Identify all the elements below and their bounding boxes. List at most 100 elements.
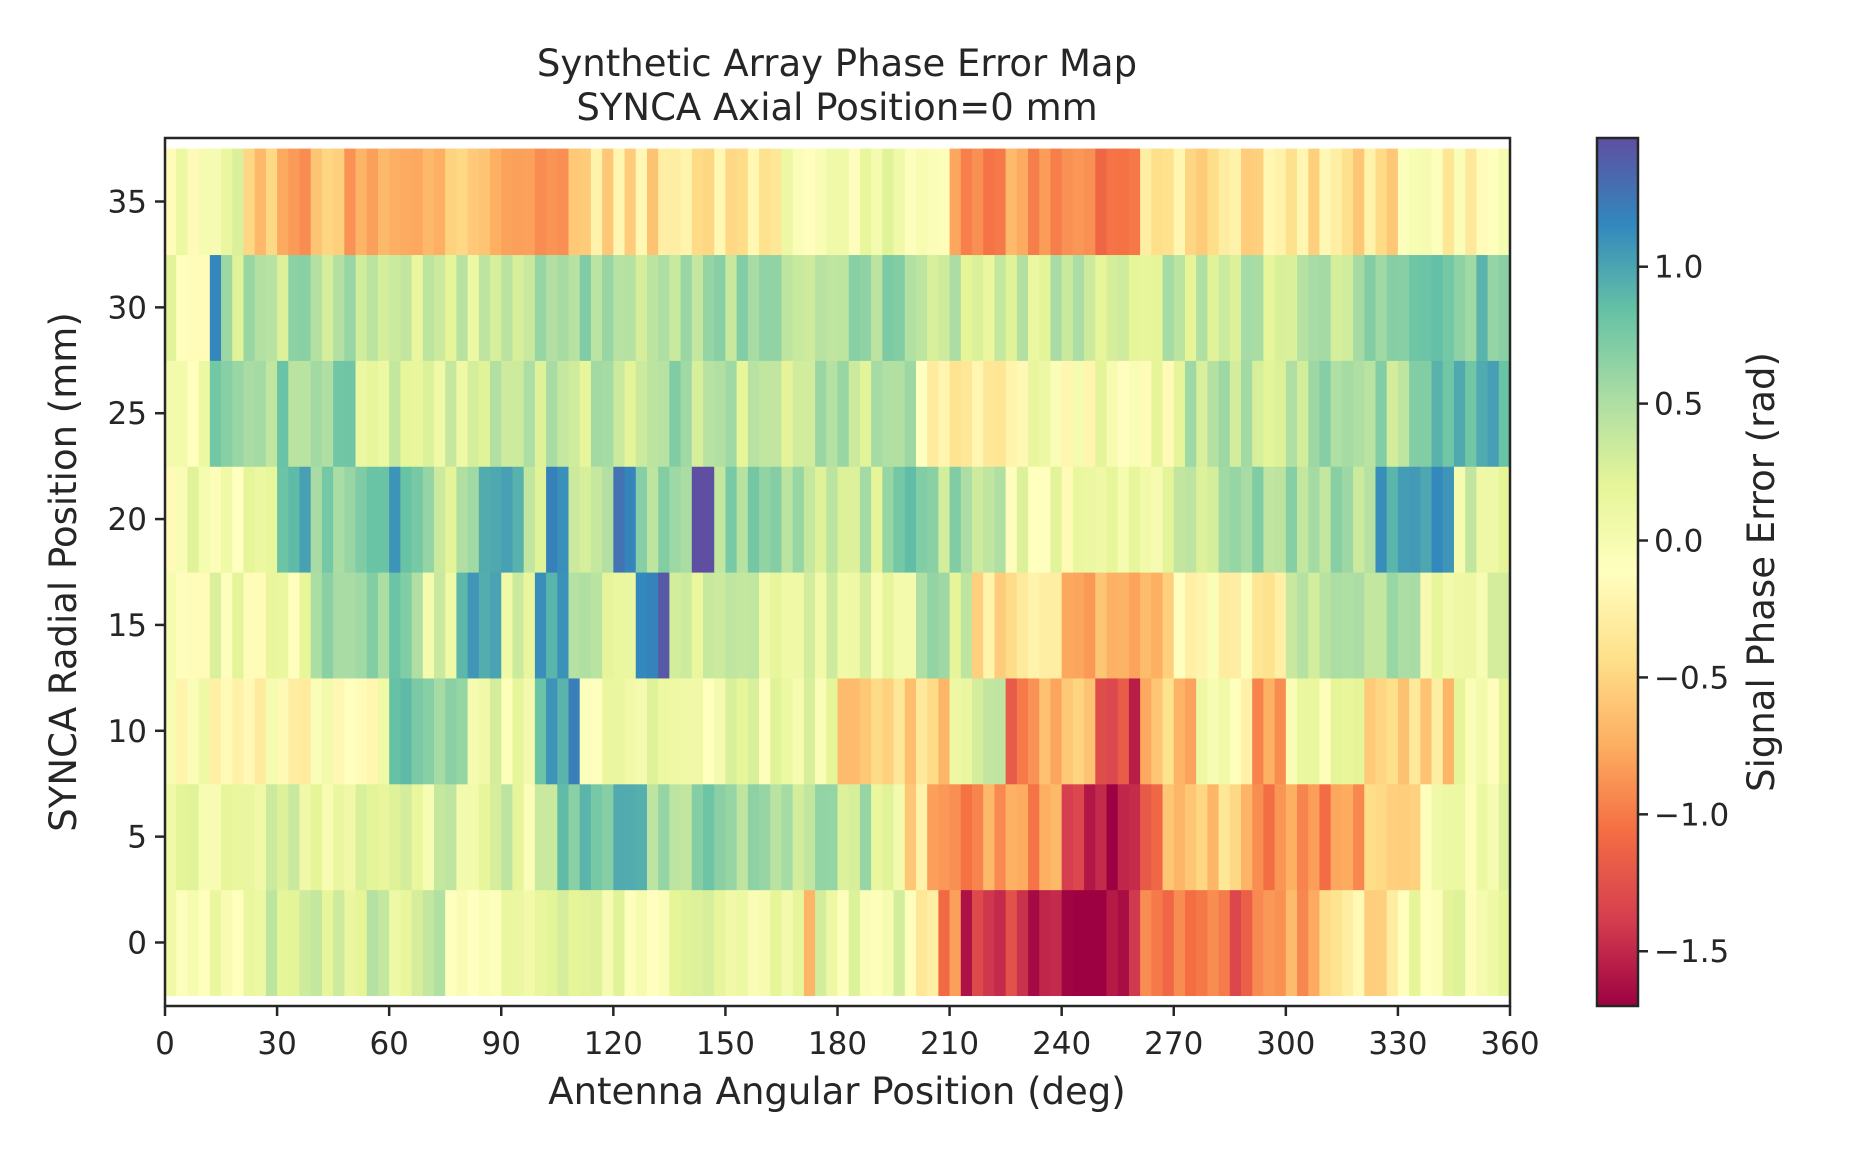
heatmap-cell	[1375, 466, 1388, 573]
heatmap-cell	[904, 572, 917, 679]
heatmap-cell	[277, 889, 289, 997]
heatmap-cell	[1072, 783, 1085, 891]
heatmap-cell	[389, 466, 401, 573]
heatmap-cell	[893, 360, 906, 467]
heatmap-cell	[333, 466, 345, 573]
heatmap-cell	[691, 148, 704, 256]
heatmap-cell	[198, 466, 211, 573]
heatmap-cell	[1420, 783, 1433, 891]
heatmap-cell	[736, 360, 749, 467]
heatmap-cell	[803, 466, 816, 573]
heatmap-cell	[747, 677, 760, 785]
heatmap-cell	[759, 889, 771, 997]
heatmap-cell	[1084, 677, 1096, 785]
heatmap-cell	[557, 466, 570, 573]
heatmap-cell	[400, 677, 413, 785]
heatmap-cell	[770, 783, 783, 891]
heatmap-cell	[1241, 889, 1253, 997]
heatmap-cell	[635, 677, 648, 785]
heatmap-cell	[938, 572, 951, 679]
heatmap-cell	[478, 783, 491, 891]
heatmap-cell	[960, 360, 973, 467]
heatmap-cell	[523, 360, 536, 467]
heatmap-cell	[1028, 466, 1040, 573]
heatmap-cell	[1196, 889, 1208, 997]
heatmap-cell	[557, 572, 570, 679]
heatmap-cell	[1151, 889, 1164, 997]
heatmap-cell	[949, 360, 962, 467]
heatmap-cell	[501, 148, 514, 256]
heatmap-cell	[714, 677, 727, 785]
heatmap-cell	[927, 254, 939, 361]
heatmap-cell	[646, 889, 659, 997]
heatmap-cell	[915, 254, 928, 361]
heatmap-cell	[1184, 466, 1197, 573]
heatmap-cell	[232, 466, 245, 573]
heatmap-cell	[321, 783, 334, 891]
heatmap-cell	[377, 254, 390, 361]
heatmap-cell	[725, 148, 738, 256]
heatmap-cell	[1252, 677, 1265, 785]
heatmap-cell	[602, 783, 614, 891]
heatmap-cell	[1162, 783, 1175, 891]
heatmap-cell	[1184, 783, 1197, 891]
heatmap-cell	[994, 254, 1007, 361]
heatmap-cell	[1498, 148, 1510, 256]
heatmap-cell	[1442, 572, 1455, 679]
heatmap-cell	[972, 889, 984, 997]
heatmap-cell	[1353, 889, 1365, 997]
heatmap-cell	[445, 677, 458, 785]
heatmap-cell	[400, 148, 413, 256]
heatmap-cell	[1095, 677, 1108, 785]
heatmap-cell	[691, 360, 704, 467]
heatmap-cell	[512, 466, 525, 573]
heatmap-cell	[747, 572, 760, 679]
heatmap-cell	[1028, 677, 1040, 785]
heatmap-cell	[736, 466, 749, 573]
heatmap-cell	[658, 572, 670, 679]
heatmap-cell	[232, 148, 245, 256]
heatmap-cell	[658, 677, 670, 785]
heatmap-cell	[165, 148, 177, 256]
heatmap-cell	[747, 466, 760, 573]
heatmap-cell	[579, 889, 592, 997]
heatmap-cell	[568, 360, 581, 467]
heatmap-cell	[994, 889, 1007, 997]
heatmap-cell	[277, 572, 289, 679]
heatmap-cell	[1196, 677, 1208, 785]
heatmap-cell	[1487, 783, 1500, 891]
heatmap-cell	[1241, 783, 1253, 891]
heatmap-cell	[826, 360, 839, 467]
y-tick-label: 15	[108, 608, 147, 644]
y-axis-label: SYNCA Radial Position (mm)	[42, 312, 85, 832]
heatmap-cell	[1229, 148, 1242, 256]
heatmap-cell	[209, 360, 222, 467]
heatmap-cell	[1207, 572, 1220, 679]
heatmap-cell	[624, 889, 637, 997]
heatmap-cell	[1207, 466, 1220, 573]
heatmap-cell	[1409, 572, 1421, 679]
x-tick-label: 300	[1256, 1026, 1315, 1062]
x-tick-label: 210	[920, 1026, 979, 1062]
heatmap-cell	[1005, 148, 1018, 256]
heatmap-cell	[859, 148, 872, 256]
heatmap-cell	[624, 148, 637, 256]
heatmap-cell	[1162, 466, 1175, 573]
heatmap-cell	[265, 677, 278, 785]
heatmap-cell	[1050, 466, 1063, 573]
heatmap-cell	[333, 572, 345, 679]
heatmap-cell	[277, 360, 289, 467]
heatmap-cell	[512, 677, 525, 785]
heatmap-cell	[1330, 148, 1343, 256]
heatmap-cell	[1263, 783, 1276, 891]
heatmap-cell	[725, 572, 738, 679]
heatmap-cell	[848, 148, 861, 256]
heatmap-cell	[198, 677, 211, 785]
heatmap-cell	[490, 677, 502, 785]
heatmap-cell	[759, 466, 771, 573]
heatmap-cell	[1353, 783, 1365, 891]
heatmap-cell	[1453, 254, 1466, 361]
heatmap-cell	[321, 148, 334, 256]
heatmap-cell	[770, 677, 783, 785]
heatmap-cell	[400, 889, 413, 997]
